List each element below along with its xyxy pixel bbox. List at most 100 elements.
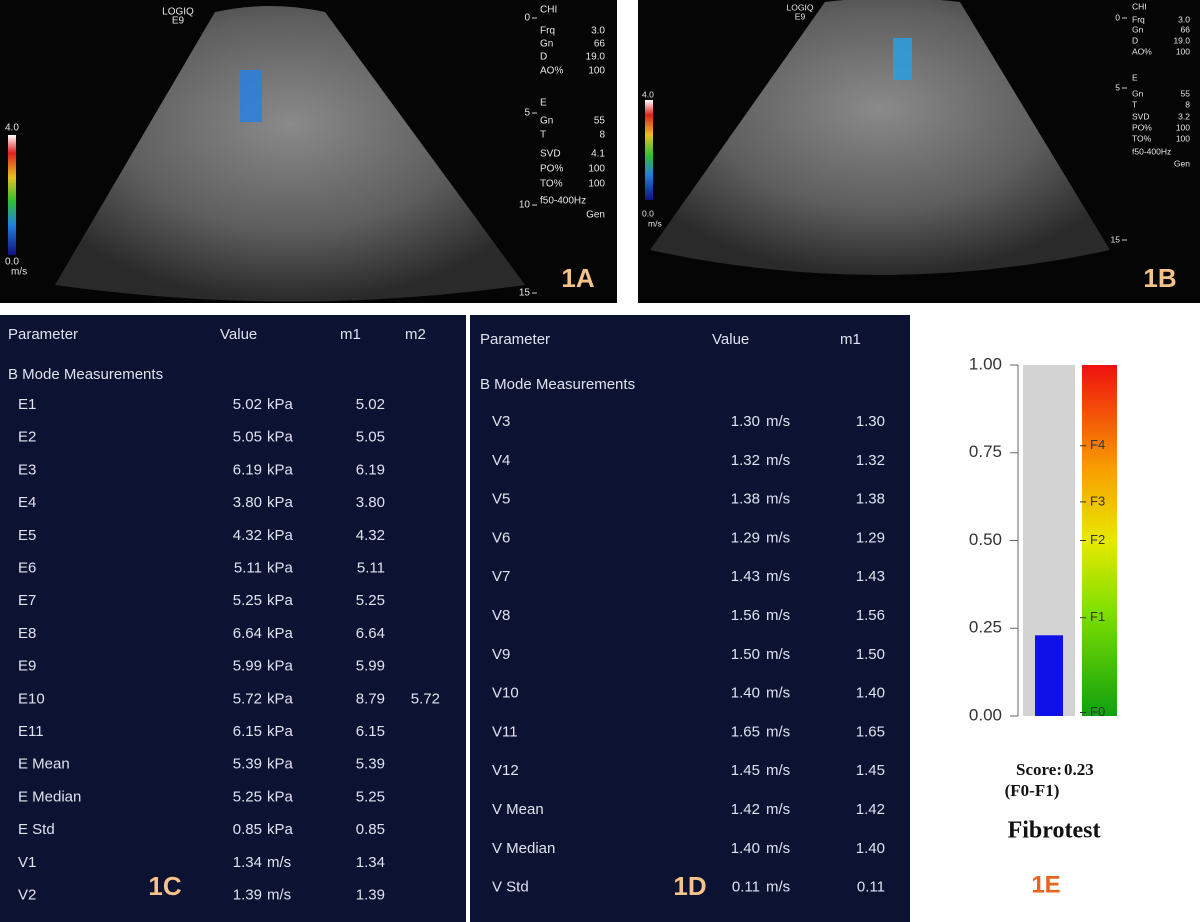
row-value: 6.15 [233,723,262,740]
scale-unit: m/s [648,218,662,228]
filter: f50-400Hz [1132,146,1171,156]
scale-unit: m/s [11,267,27,278]
row-unit: kPa [267,527,294,544]
row-m1: 1.43 [856,568,885,585]
stage-label: F1 [1090,609,1105,624]
row-m1: 6.64 [356,625,385,642]
setting-value: 3.2 [1178,111,1190,121]
row-value: 1.65 [731,723,760,740]
column-header: m1 [340,326,361,343]
row-name: E1 [18,396,36,413]
bar [1035,635,1063,716]
mode: E [540,98,547,109]
color-bar [8,135,16,255]
row-m1: 5.11 [357,559,385,576]
depth-label: 10 [519,200,531,211]
roi [893,38,912,80]
row-name: V Std [492,879,529,896]
row-name: V3 [492,413,510,430]
row-m1: 1.40 [856,840,885,857]
row-m1: 4.32 [356,527,385,544]
setting-value: 100 [1176,133,1190,143]
row-unit: m/s [766,685,790,702]
row-value: 0.11 [732,879,760,896]
depth-label: 0 [524,13,530,24]
column-header: m1 [840,331,861,348]
setting-value: 66 [594,39,606,50]
row-value: 5.72 [233,690,262,707]
row-name: V10 [492,685,519,702]
row-unit: kPa [267,396,294,413]
setting-value: 100 [588,66,605,77]
row-m1: 0.85 [356,821,385,838]
sector [650,0,1110,275]
row-m1: 1.65 [856,723,885,740]
row-name: V6 [492,529,510,546]
setting-key: PO% [1132,122,1152,132]
device-model: E9 [795,11,806,21]
row-value: 6.64 [233,625,262,642]
row-value: 1.32 [731,452,760,469]
row-m1: 3.80 [356,494,385,511]
setting-key: PO% [540,164,563,175]
table-d-bg [470,315,910,922]
row-value: 0.85 [233,821,262,838]
setting-key: Frq [1132,14,1145,24]
row-unit: m/s [766,413,790,430]
y-tick-label: 0.75 [969,442,1002,461]
filter: f50-400Hz [540,196,586,207]
row-m1: 6.19 [356,461,385,478]
panel-label: 1B [1143,263,1176,293]
scale-max: 4.0 [642,89,654,99]
row-name: E2 [18,429,36,446]
stage-label: F3 [1090,493,1105,508]
stage-label: F0 [1090,704,1105,719]
row-value: 5.25 [233,592,262,609]
setting-key: Gn [1132,88,1144,98]
row-unit: kPa [267,788,294,805]
row-m1: 5.05 [356,429,385,446]
mode: E [1132,72,1138,82]
row-unit: m/s [766,879,790,896]
setting-value: 19.0 [586,52,606,63]
row-value: 5.02 [233,396,262,413]
depth-label: 5 [524,108,530,119]
row-m1: 1.56 [856,607,885,624]
row-name: E4 [18,494,36,511]
depth-label: 0 [1115,12,1120,22]
row-unit: m/s [267,886,291,903]
row-m1: 1.38 [856,491,885,508]
section-title: B Mode Measurements [8,366,163,383]
row-name: V1 [18,854,36,871]
row-unit: kPa [267,461,294,478]
row-name: V2 [18,886,36,903]
column-header: Parameter [480,331,550,348]
row-unit: m/s [766,568,790,585]
row-unit: kPa [267,658,294,675]
row-unit: kPa [267,821,294,838]
roi [240,70,262,122]
row-m1: 1.30 [856,413,885,430]
sector [55,6,525,302]
setting-value: 8 [1185,99,1190,109]
row-name: V7 [492,568,510,585]
setting-value: 66 [1181,24,1191,34]
row-m1: 5.25 [356,788,385,805]
row-name: E Median [18,788,81,805]
row-name: E3 [18,461,36,478]
column-header: Value [220,326,257,343]
setting-value: 3.0 [1178,14,1190,24]
scale-max: 4.0 [5,123,19,134]
row-unit: m/s [766,491,790,508]
y-tick-label: 0.25 [969,618,1002,637]
row-unit: kPa [267,494,294,511]
row-value: 1.30 [731,413,760,430]
panel-label: 1A [561,263,594,293]
row-name: V5 [492,491,510,508]
row-unit: kPa [267,756,294,773]
setting-key: AO% [1132,46,1152,56]
row-value: 6.19 [233,461,262,478]
setting-key: D [540,52,547,63]
row-value: 3.80 [233,494,262,511]
